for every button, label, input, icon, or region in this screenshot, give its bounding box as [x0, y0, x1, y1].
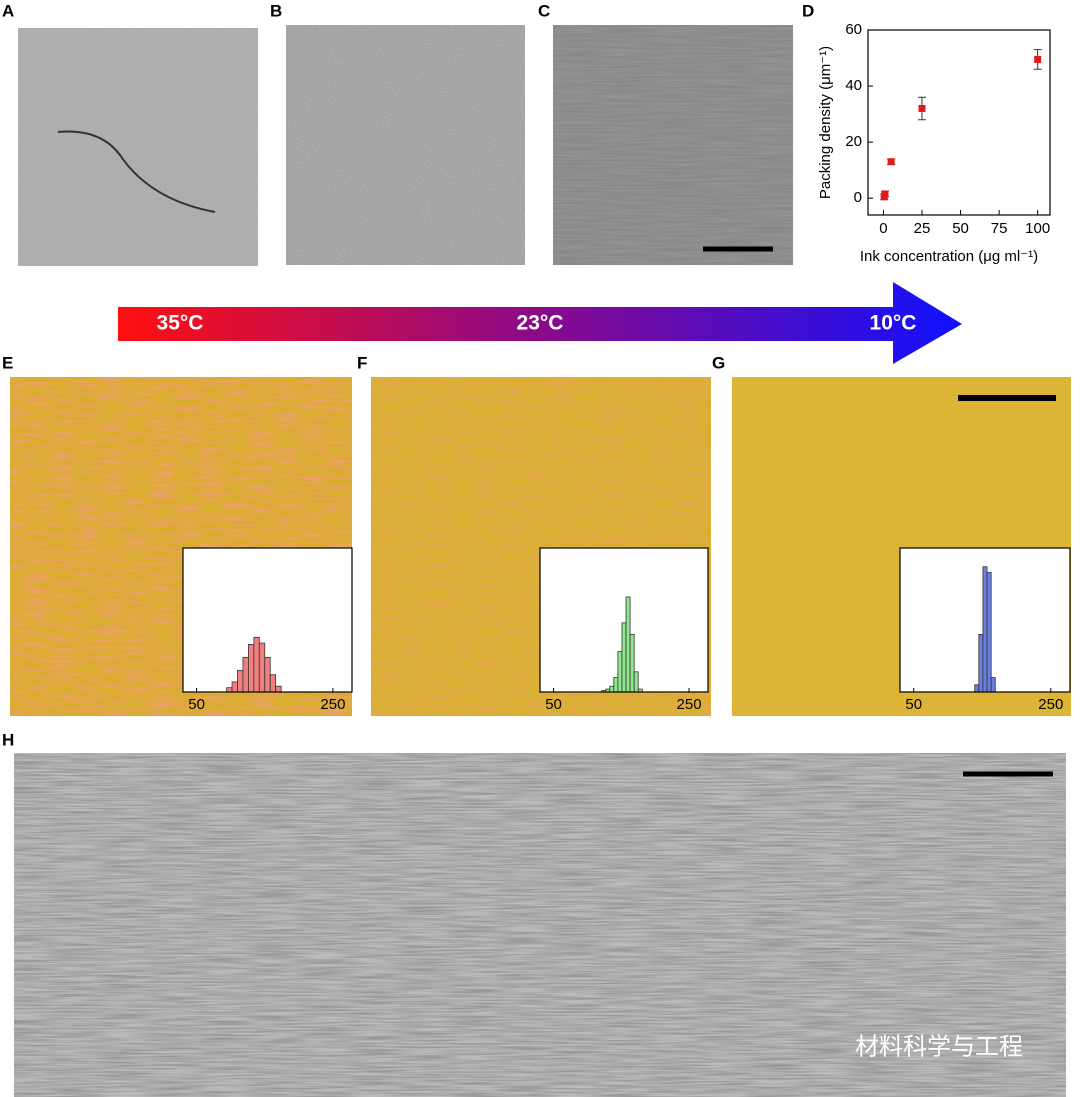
- bar: [253, 636, 260, 693]
- bar: [990, 677, 996, 693]
- image-b-noise: [286, 25, 525, 265]
- bar: [613, 677, 619, 693]
- plot-frame: [539, 547, 709, 693]
- x-tick-label: 50: [545, 696, 562, 713]
- bar: [275, 685, 282, 693]
- x-axis-label: Ink concentration (μg ml⁻¹): [860, 248, 1038, 265]
- temperature-arrow: 35°C 23°C 10°C: [118, 282, 962, 364]
- point: [918, 104, 926, 112]
- x-tick-label: 0: [879, 220, 887, 237]
- bar: [242, 657, 249, 693]
- panel-label: H: [2, 730, 14, 749]
- x-tick-label: 250: [1038, 696, 1063, 713]
- bar: [982, 566, 988, 693]
- bar: [237, 670, 244, 693]
- bar: [974, 684, 980, 693]
- bar: [621, 622, 627, 693]
- panel-label: B: [270, 1, 282, 20]
- arrow: [118, 282, 962, 364]
- panel-label: C: [538, 1, 550, 20]
- arrow-label: 23°C: [517, 312, 564, 335]
- point: [887, 158, 895, 166]
- x-tick-label: 250: [677, 696, 702, 713]
- bar: [248, 644, 255, 693]
- panel-label: F: [357, 353, 367, 372]
- y-tick-label: 20: [845, 133, 862, 150]
- plot-frame: [899, 547, 1071, 693]
- panel-label: G: [712, 353, 725, 372]
- arrow-label: 35°C: [157, 312, 204, 335]
- x-tick-label: 100: [1025, 220, 1050, 237]
- x-tick-label: 250: [320, 696, 345, 713]
- watermark: 材料科学与工程: [855, 1033, 1023, 1060]
- plot-frame: [867, 29, 1051, 216]
- image-c-noise: [553, 25, 793, 265]
- panel-label: A: [2, 1, 14, 20]
- panel-labels: A B C D E F G H: [2, 1, 814, 749]
- image-a-noise: [18, 28, 258, 266]
- x-tick-label: 50: [952, 220, 969, 237]
- x-tick-label: 50: [188, 696, 205, 713]
- bar: [231, 681, 238, 693]
- x-tick-label: 25: [914, 220, 931, 237]
- bar: [609, 685, 615, 693]
- bar: [625, 596, 631, 693]
- point: [881, 190, 889, 198]
- point: [1034, 55, 1042, 63]
- y-tick-label: 40: [845, 77, 862, 94]
- y-tick-label: 60: [845, 21, 862, 38]
- y-axis-label: Packing density (μm⁻¹): [817, 46, 834, 199]
- bar: [226, 687, 233, 693]
- image-a-fiber: [57, 130, 216, 213]
- bar: [258, 642, 266, 693]
- bar: [264, 657, 271, 693]
- bar: [633, 671, 639, 693]
- bar: [986, 572, 992, 693]
- x-tick-label: 50: [905, 696, 922, 713]
- arrow-label: 10°C: [870, 312, 917, 335]
- bar: [629, 634, 635, 693]
- x-tick-label: 75: [991, 220, 1008, 237]
- bar: [617, 651, 623, 693]
- panel-label: E: [2, 353, 13, 372]
- bar: [978, 634, 984, 693]
- image-h-noise: [14, 753, 1066, 1097]
- plot-frame: [182, 547, 353, 693]
- panel-label: D: [802, 1, 814, 20]
- bar: [269, 674, 277, 693]
- y-tick-label: 0: [854, 189, 862, 206]
